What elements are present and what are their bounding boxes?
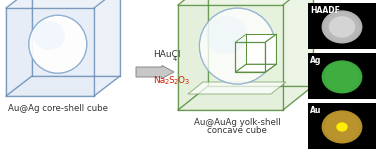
Text: 4: 4 <box>172 56 177 62</box>
Text: Au@AuAg yolk-shell: Au@AuAg yolk-shell <box>194 118 281 127</box>
Ellipse shape <box>329 16 355 38</box>
Polygon shape <box>208 0 313 86</box>
Text: Au@Ag core-shell cube: Au@Ag core-shell cube <box>8 104 108 113</box>
Ellipse shape <box>325 112 359 142</box>
Ellipse shape <box>325 12 359 42</box>
Ellipse shape <box>322 10 363 44</box>
Ellipse shape <box>336 122 348 132</box>
Ellipse shape <box>205 16 247 54</box>
Ellipse shape <box>322 110 363 144</box>
Text: 3: 3 <box>184 79 189 85</box>
Ellipse shape <box>200 8 276 84</box>
Ellipse shape <box>33 21 65 50</box>
Polygon shape <box>265 34 276 72</box>
Text: 2: 2 <box>164 79 169 85</box>
Text: S: S <box>168 76 174 85</box>
Polygon shape <box>178 5 283 110</box>
Polygon shape <box>6 8 94 96</box>
Polygon shape <box>178 86 313 110</box>
Bar <box>308 3 376 49</box>
Ellipse shape <box>325 62 359 92</box>
Text: Na: Na <box>153 76 165 85</box>
Ellipse shape <box>29 15 87 73</box>
Polygon shape <box>32 0 120 76</box>
Text: O: O <box>177 76 184 85</box>
Text: HAuCl: HAuCl <box>153 50 181 59</box>
Polygon shape <box>94 0 120 96</box>
Polygon shape <box>6 76 120 96</box>
Text: concave cube: concave cube <box>208 126 267 135</box>
Polygon shape <box>178 0 313 5</box>
Polygon shape <box>6 0 32 96</box>
Text: HAADF: HAADF <box>310 6 340 15</box>
Text: 2: 2 <box>174 79 178 85</box>
Bar <box>308 103 376 149</box>
FancyArrow shape <box>136 66 174 78</box>
Polygon shape <box>178 0 208 110</box>
Text: Au: Au <box>310 106 321 115</box>
Polygon shape <box>188 82 286 94</box>
Polygon shape <box>246 34 276 64</box>
Ellipse shape <box>322 60 363 93</box>
Bar <box>308 53 376 99</box>
Polygon shape <box>235 64 276 72</box>
Text: Ag: Ag <box>310 56 321 65</box>
Polygon shape <box>283 0 313 110</box>
Polygon shape <box>6 0 120 8</box>
